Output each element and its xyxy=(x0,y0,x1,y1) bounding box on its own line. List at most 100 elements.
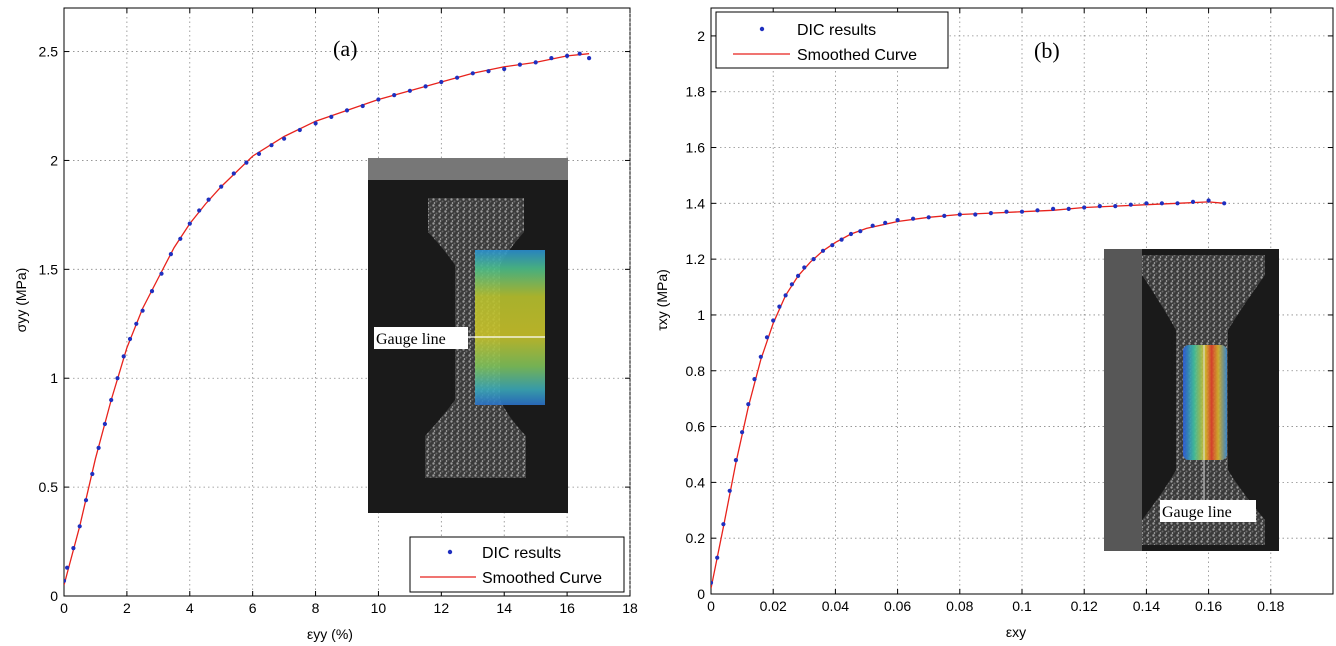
dic-result-point xyxy=(715,555,720,560)
dic-result-point xyxy=(1019,209,1025,214)
panel-label: (a) xyxy=(333,36,357,61)
y-tick-label: 2.5 xyxy=(39,44,59,60)
specimen-inset-image: Gauge line xyxy=(1104,249,1279,551)
x-tick-label: 6 xyxy=(249,600,257,616)
dic-result-point xyxy=(407,88,412,93)
dic-result-point xyxy=(256,151,262,156)
x-tick-label: 14 xyxy=(496,600,512,616)
dic-result-point xyxy=(115,376,120,381)
y-axis-label: σyy (MPa) xyxy=(13,268,29,333)
dic-result-point xyxy=(77,524,82,529)
dic-result-point xyxy=(870,223,875,228)
dic-result-point xyxy=(455,75,460,80)
dic-result-point xyxy=(360,103,365,109)
dic-result-point xyxy=(752,377,757,382)
dic-result-point xyxy=(895,218,900,223)
dic-result-point xyxy=(269,143,274,148)
dic-result-point xyxy=(1206,198,1211,203)
x-tick-label: 0.18 xyxy=(1257,598,1284,614)
dic-result-point xyxy=(758,354,763,359)
x-tick-label: 8 xyxy=(312,600,320,616)
dic-result-point xyxy=(839,237,844,242)
dic-result-point xyxy=(149,289,155,294)
dic-result-point xyxy=(329,114,334,119)
dic-result-point xyxy=(502,66,507,72)
dic-result-point xyxy=(926,215,931,220)
dic-result-point xyxy=(789,282,795,287)
dic-result-point xyxy=(783,293,788,298)
dic-result-point xyxy=(942,213,947,218)
x-tick-label: 10 xyxy=(371,600,387,616)
y-tick-label: 0 xyxy=(50,588,58,604)
dic-result-point xyxy=(830,243,835,248)
panel-label: (b) xyxy=(1034,38,1060,63)
dic-result-point xyxy=(1190,199,1196,204)
dic-result-point xyxy=(802,265,807,270)
dic-result-point xyxy=(344,108,350,113)
dic-result-point xyxy=(1004,209,1009,214)
dic-result-point xyxy=(1113,204,1118,209)
dic-result-point xyxy=(96,445,101,450)
dic-result-point xyxy=(771,318,776,323)
dic-result-point xyxy=(439,79,444,85)
legend-label-smoothed: Smoothed Curve xyxy=(482,570,602,587)
dic-result-point xyxy=(957,212,962,217)
dic-result-point xyxy=(533,60,538,65)
dic-result-point xyxy=(1035,208,1040,213)
dic-result-point xyxy=(282,136,287,141)
smoothed-curve-line xyxy=(64,53,590,586)
legend-marker-dic xyxy=(759,26,765,32)
y-tick-label: 1.2 xyxy=(686,251,706,267)
dic-result-point xyxy=(711,580,714,585)
dic-result-point xyxy=(109,397,114,403)
dic-result-point xyxy=(178,236,183,241)
legend-label-dic: DIC results xyxy=(482,545,561,562)
dic-result-point xyxy=(486,69,491,74)
y-tick-label: 2 xyxy=(697,28,705,44)
legend-marker-dic xyxy=(447,549,453,555)
y-tick-label: 0.5 xyxy=(39,479,59,495)
dic-result-point xyxy=(848,231,854,237)
dic-result-point xyxy=(197,208,202,213)
dic-result-point xyxy=(83,498,89,503)
gauge-line-label: Gauge line xyxy=(376,331,446,348)
y-tick-label: 1.5 xyxy=(39,261,59,277)
dic-result-point xyxy=(168,252,173,257)
dic-result-point xyxy=(297,127,302,133)
tick-labels: 0 2 4 6 8 10 12 14 16 18 0 0.5 1 1.5 2 2.5 xyxy=(39,44,638,616)
data-series xyxy=(64,51,592,586)
x-tick-label: 0.02 xyxy=(760,598,787,614)
dic-result-point xyxy=(1082,205,1087,210)
x-tick-label: 0.12 xyxy=(1071,598,1098,614)
dic-result-point xyxy=(1051,206,1056,211)
dic-result-point xyxy=(883,220,888,225)
legend-label-smoothed: Smoothed Curve xyxy=(797,47,917,64)
dic-result-point xyxy=(973,212,978,217)
dic-result-point xyxy=(64,578,67,583)
y-axis-label: τxy (MPa) xyxy=(654,269,670,331)
dic-result-point xyxy=(858,229,863,234)
dic-result-point xyxy=(1128,202,1133,207)
legend-label-dic: DIC results xyxy=(797,22,876,39)
x-tick-label: 0.1 xyxy=(1012,598,1032,614)
x-tick-label: 2 xyxy=(123,600,131,616)
dic-result-point xyxy=(811,257,816,262)
dic-result-point xyxy=(392,93,397,98)
tick-labels: 0 0.02 0.04 0.06 0.08 0.1 0.12 0.14 0.16 0.18 0 0.2… xyxy=(686,28,1285,614)
x-tick-label: 0 xyxy=(707,598,715,614)
x-tick-label: 0.06 xyxy=(884,598,911,614)
dic-result-point xyxy=(423,84,428,89)
y-tick-label: 0.6 xyxy=(686,419,706,435)
panel-b: 0 0.02 0.04 0.06 0.08 0.1 0.12 0.14 0.16 0.18 0 0.2… xyxy=(654,7,1334,640)
dic-result-point xyxy=(376,97,381,102)
dic-result-point xyxy=(727,488,732,493)
y-tick-label: 1.4 xyxy=(686,195,706,211)
dic-result-point xyxy=(90,471,95,477)
dic-result-point xyxy=(587,56,592,61)
dic-result-point xyxy=(140,308,145,313)
dic-result-point xyxy=(231,171,236,176)
dic-result-point xyxy=(721,522,726,527)
x-tick-label: 12 xyxy=(434,600,450,616)
panel-a: 0 2 4 6 8 10 12 14 16 18 0 0.5 1 1.5 2 2.5 Gauge line ε… xyxy=(13,7,638,642)
y-tick-label: 0 xyxy=(697,586,705,602)
